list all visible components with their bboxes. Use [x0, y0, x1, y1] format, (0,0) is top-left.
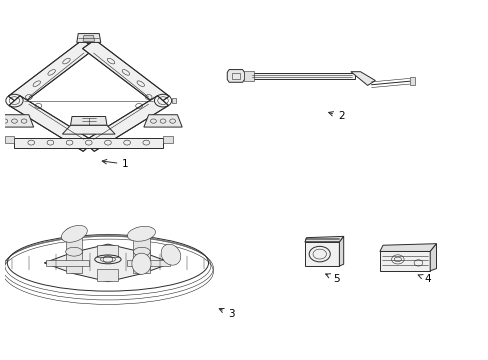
- Polygon shape: [244, 71, 254, 81]
- Ellipse shape: [133, 247, 150, 256]
- Polygon shape: [65, 252, 82, 273]
- Polygon shape: [304, 242, 339, 266]
- Polygon shape: [65, 232, 82, 253]
- Polygon shape: [429, 244, 436, 271]
- Text: 1: 1: [102, 159, 129, 169]
- Polygon shape: [62, 125, 115, 134]
- Ellipse shape: [65, 228, 82, 236]
- Ellipse shape: [65, 247, 82, 256]
- Polygon shape: [15, 138, 163, 148]
- Polygon shape: [8, 40, 95, 105]
- Polygon shape: [83, 35, 94, 41]
- Polygon shape: [97, 269, 118, 281]
- Text: 5: 5: [325, 274, 339, 284]
- Ellipse shape: [161, 244, 181, 265]
- Polygon shape: [143, 115, 182, 127]
- Polygon shape: [44, 244, 171, 282]
- Polygon shape: [9, 96, 94, 151]
- Text: 3: 3: [219, 309, 234, 319]
- Polygon shape: [379, 251, 429, 271]
- Ellipse shape: [61, 225, 87, 242]
- Polygon shape: [97, 244, 118, 257]
- Polygon shape: [227, 69, 244, 82]
- Polygon shape: [70, 117, 107, 125]
- Polygon shape: [171, 98, 176, 103]
- Polygon shape: [127, 260, 170, 266]
- Polygon shape: [249, 73, 354, 79]
- Polygon shape: [304, 237, 343, 242]
- Text: 2: 2: [328, 112, 344, 121]
- Polygon shape: [45, 260, 89, 266]
- Text: 4: 4: [417, 274, 430, 284]
- Polygon shape: [350, 72, 375, 85]
- Polygon shape: [83, 96, 168, 151]
- Polygon shape: [0, 115, 34, 127]
- Polygon shape: [5, 136, 15, 143]
- Polygon shape: [409, 77, 414, 85]
- Polygon shape: [379, 244, 436, 251]
- Polygon shape: [163, 136, 172, 143]
- Ellipse shape: [133, 228, 150, 236]
- Ellipse shape: [127, 226, 155, 241]
- Polygon shape: [133, 252, 150, 273]
- Polygon shape: [77, 33, 101, 42]
- Polygon shape: [339, 237, 343, 266]
- Polygon shape: [133, 232, 150, 253]
- Ellipse shape: [132, 253, 151, 274]
- Polygon shape: [82, 40, 169, 105]
